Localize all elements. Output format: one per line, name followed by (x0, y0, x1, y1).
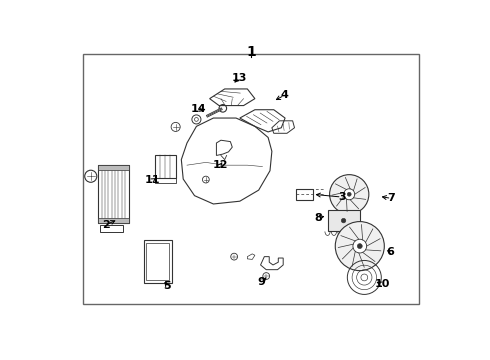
Circle shape (342, 219, 346, 223)
Bar (83, 54, 419, 304)
Text: 11: 11 (145, 175, 160, 185)
Bar (155, 156, 175, 177)
Bar (98, 165, 128, 223)
Text: 8: 8 (315, 213, 322, 223)
Text: 6: 6 (386, 247, 394, 257)
Text: 13: 13 (231, 73, 247, 83)
Bar (144, 240, 172, 283)
Text: 3: 3 (338, 192, 345, 202)
Text: 2: 2 (102, 220, 110, 230)
Circle shape (330, 175, 369, 214)
Circle shape (335, 222, 384, 271)
Text: 1: 1 (246, 45, 256, 59)
Bar (327, 210, 360, 231)
Bar (98, 165, 128, 170)
Bar (100, 225, 123, 232)
Circle shape (343, 189, 355, 200)
Text: 9: 9 (258, 276, 266, 287)
Text: 7: 7 (388, 193, 395, 203)
Circle shape (353, 239, 367, 253)
Circle shape (357, 244, 362, 248)
Bar (146, 243, 169, 280)
Bar (98, 219, 128, 223)
Text: 4: 4 (280, 90, 288, 100)
Text: 14: 14 (191, 104, 206, 114)
Text: 12: 12 (213, 160, 228, 170)
Circle shape (347, 192, 351, 196)
Bar (295, 189, 313, 200)
Text: 10: 10 (374, 279, 390, 289)
Text: 5: 5 (164, 281, 171, 291)
Bar (155, 177, 175, 183)
